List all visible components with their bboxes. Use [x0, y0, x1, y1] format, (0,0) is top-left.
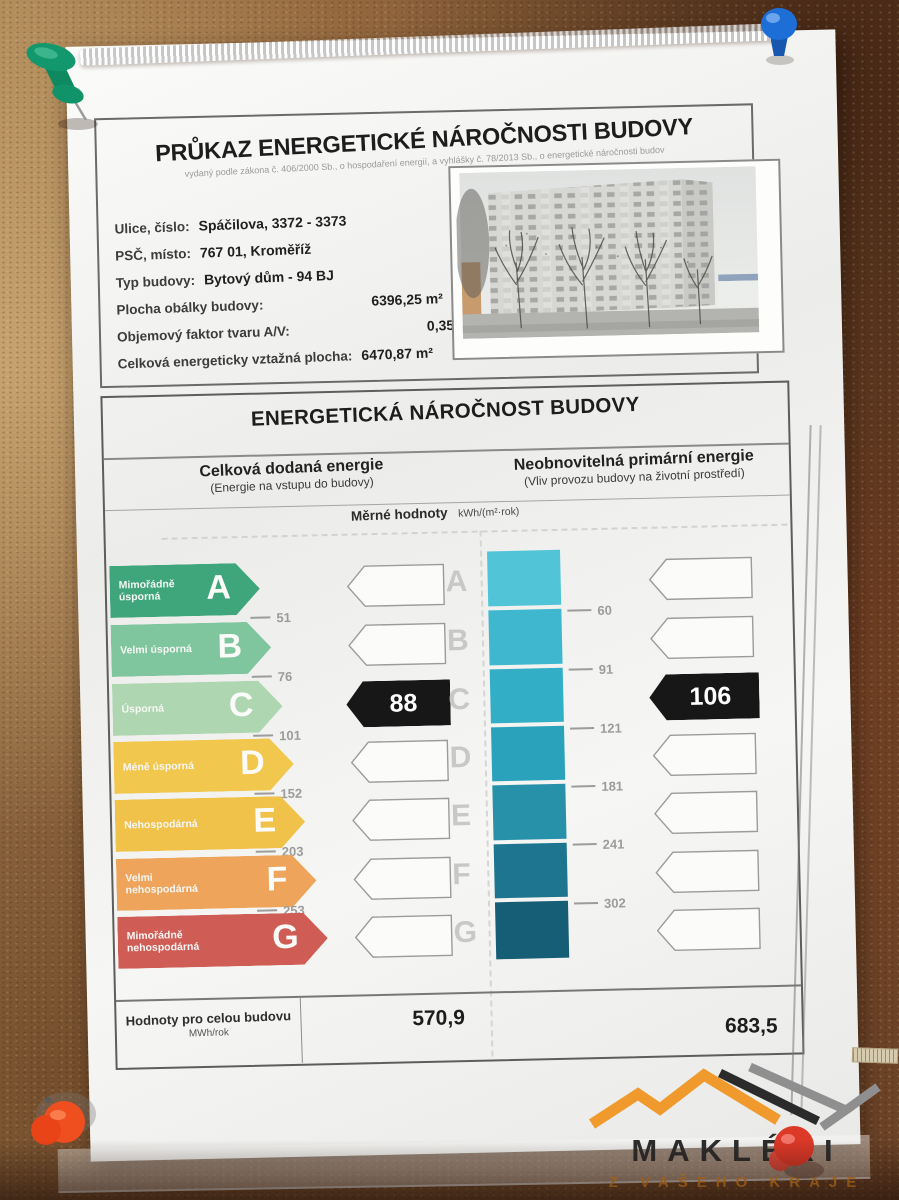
info-label: Celková energeticky vztažná plocha:	[117, 348, 353, 372]
threshold-right-302: 302	[573, 894, 626, 911]
info-label: Objemový faktor tvaru A/V:	[116, 323, 291, 345]
outline-arrow-left-E	[352, 797, 451, 841]
building-photo	[448, 158, 785, 361]
outline-arrow-right-E	[654, 790, 759, 835]
info-value: Spáčilova, 3372 - 3373	[198, 212, 347, 234]
class-arrow-A: Mimořádně úsporná A	[109, 563, 260, 618]
green-pushpin	[16, 30, 106, 135]
class-label: Úsporná	[121, 702, 165, 716]
class-arrow-G: Mimořádně nehospodárná G	[117, 912, 328, 969]
class-letter: C	[228, 685, 254, 725]
ghost-letter-A: A	[445, 564, 468, 599]
ghost-letter-F: F	[451, 857, 472, 892]
class-arrow-B: Velmi úsporná B	[111, 621, 272, 677]
threshold-left-51: 51	[250, 609, 291, 626]
class-label: Mimořádně úsporná	[118, 578, 175, 604]
totals-label-cell: Hodnoty pro celou budovu MWh/rok	[115, 996, 303, 1069]
outline-arrow-right-A	[648, 556, 753, 601]
logo-roof-orange	[588, 1068, 781, 1129]
ghost-letter-G: G	[453, 915, 478, 950]
outline-arrow-right-F	[655, 849, 760, 894]
info-label: Ulice, číslo:	[114, 218, 190, 237]
info-value: 767 01, Kroměříž	[199, 240, 312, 261]
class-letter: E	[252, 801, 277, 840]
outline-arrow-left-A	[346, 563, 445, 607]
info-value: Bytový dům - 94 BJ	[203, 266, 335, 288]
ghost-letter-D: D	[449, 740, 472, 775]
energy-section-box: ENERGETICKÁ NÁROČNOST BUDOVY Celková dod…	[100, 380, 805, 1071]
outline-arrow-left-F	[353, 856, 452, 900]
teal-bar-segment-G	[494, 900, 570, 960]
ghost-letter-B: B	[446, 623, 470, 658]
info-label: Typ budovy:	[115, 272, 196, 291]
orange-pushpin	[16, 1082, 106, 1156]
class-letter: F	[266, 860, 288, 899]
info-value: 6470,87 m²	[361, 344, 434, 364]
outline-arrow-right-B	[650, 615, 755, 660]
outline-arrow-left-B	[348, 622, 447, 666]
certificate-sheet: PRŮKAZ ENERGETICKÉ NÁROČNOSTI BUDOVY vyd…	[65, 29, 861, 1162]
class-label: Mimořádně nehospodárná	[126, 929, 200, 955]
outline-arrow-left-D	[350, 739, 449, 783]
class-label: Velmi nehospodárná	[125, 871, 199, 897]
indicator-left-88: 88	[346, 679, 451, 727]
outline-arrow-right-G	[656, 907, 761, 951]
teal-bar-segment-F	[493, 842, 568, 899]
class-label: Méně úsporná	[122, 759, 195, 774]
building-photo-image	[455, 166, 760, 339]
info-label: PSČ, místo:	[114, 245, 192, 264]
logo-roof-gray-tip	[843, 1083, 881, 1114]
class-label: Velmi úsporná	[120, 642, 193, 657]
teal-bar-segment-B	[488, 608, 563, 666]
outline-arrow-right-D	[652, 732, 757, 777]
blue-pushpin	[742, 0, 814, 78]
class-letter: G	[271, 917, 300, 957]
threshold-right-60: 60	[567, 602, 612, 619]
threshold-right-181: 181	[571, 777, 623, 794]
board-shadow	[0, 1140, 899, 1200]
teal-bar-segment-D	[490, 725, 566, 782]
energy-class-chart: Mimořádně úsporná A A 51 60 Velmi úsporná B B 76…	[102, 383, 802, 1068]
threshold-right-91: 91	[568, 661, 614, 678]
class-letter: A	[205, 568, 232, 607]
class-letter: D	[239, 743, 266, 783]
indicator-right-106: 106	[649, 672, 760, 720]
bare-trees	[494, 226, 713, 329]
teal-bar-segment-E	[492, 783, 567, 841]
totals-row: Hodnoty pro celou budovu MWh/rok 570,9 6…	[115, 984, 803, 1069]
info-label: Plocha obálky budovy:	[116, 297, 264, 318]
class-label: Nehospodárná	[123, 817, 198, 832]
total-left-value: 570,9	[412, 1006, 466, 1031]
class-letter: B	[217, 627, 243, 666]
ghost-letter-E: E	[450, 798, 472, 833]
info-value: 6396,25 m²	[371, 290, 444, 309]
logo-roof-black	[718, 1068, 820, 1126]
teal-bar-segment-A	[487, 549, 562, 607]
threshold-right-241: 241	[572, 835, 625, 852]
threshold-right-121: 121	[570, 719, 622, 736]
outline-arrow-left-G	[354, 914, 453, 958]
ghost-letter-C: C	[447, 682, 471, 717]
teal-bar-segment-C	[489, 667, 564, 724]
